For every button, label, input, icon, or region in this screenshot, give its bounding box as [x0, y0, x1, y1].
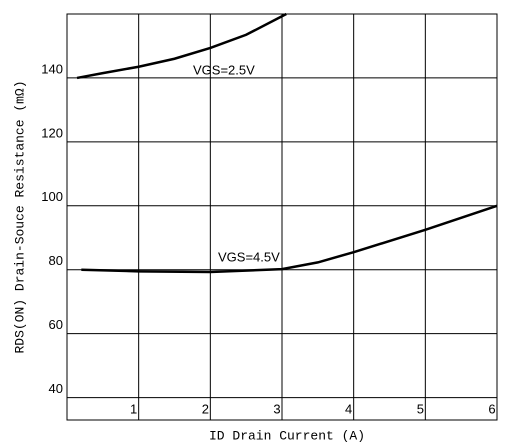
y-tick-label: 60	[49, 317, 63, 332]
y-tick-label: 80	[49, 253, 63, 268]
series-label: VGS=2.5V	[193, 62, 255, 77]
series-label: VGS=4.5V	[218, 249, 280, 264]
y-tick-label: 120	[41, 125, 63, 140]
x-axis-label: ID Drain Current (A)	[209, 428, 365, 443]
series-line	[76, 12, 287, 80]
y-tick-label: 140	[41, 61, 63, 76]
x-tick-label: 5	[417, 401, 424, 416]
y-axis-label: RDS(ON) Drain-Souce Resistance (mΩ)	[12, 80, 27, 353]
x-tick-label: 6	[488, 401, 495, 416]
x-tick-label: 2	[202, 401, 209, 416]
y-tick-label: 40	[49, 381, 63, 396]
x-tick-label: 3	[273, 401, 280, 416]
x-tick-label: 4	[345, 401, 352, 416]
series-line	[81, 204, 498, 274]
x-tick-label: 1	[130, 401, 137, 416]
y-tick-label: 100	[41, 189, 63, 204]
